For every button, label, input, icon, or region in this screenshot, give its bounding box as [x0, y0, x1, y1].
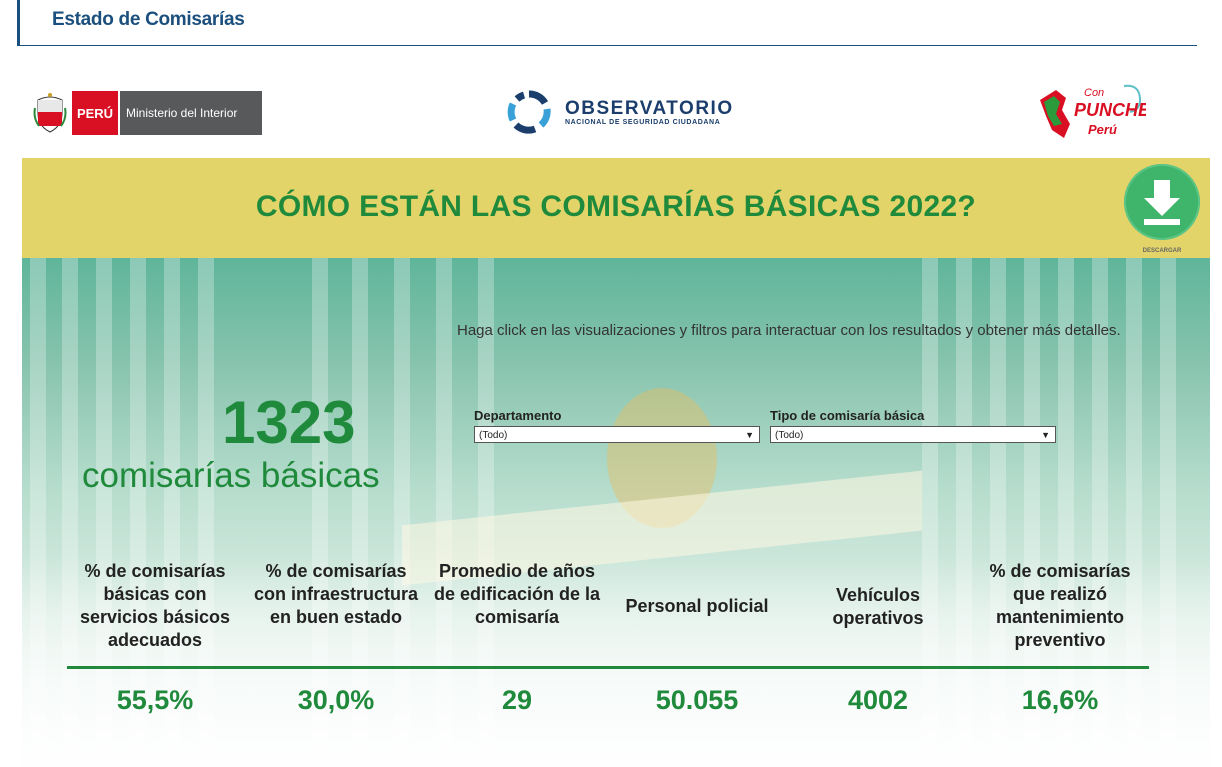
punche-peru-text: Perú: [1088, 122, 1117, 137]
filter-tipo-comisaria: Tipo de comisaría básica (Todo) ▼: [770, 408, 1056, 443]
kpi-label-mantenimiento: % de comisarías que realizó mantenimient…: [989, 561, 1131, 650]
download-label: DESCARGAR: [1142, 248, 1182, 254]
kpi-label-servicios: % de comisarías básicas con servicios bá…: [79, 561, 231, 650]
punche-main-text: PUNCHE: [1074, 100, 1146, 120]
kpi-label-antiguedad: Promedio de años de edificación de la co…: [433, 561, 601, 627]
kpi-value-infraestructura[interactable]: 30,0%: [297, 685, 375, 715]
ministerio-logo: PERÚ Ministerio del Interior: [33, 90, 262, 136]
dashboard-banner: CÓMO ESTÁN LAS COMISARÍAS BÁSICAS 2022? …: [22, 158, 1210, 258]
filter-departamento-select[interactable]: (Todo) ▼: [474, 426, 760, 443]
kpi-label-personal: Personal policial: [625, 596, 769, 616]
dashboard: CÓMO ESTÁN LAS COMISARÍAS BÁSICAS 2022? …: [22, 158, 1210, 767]
page-header: Estado de Comisarías: [17, 0, 1197, 46]
kpi-label-infraestructura: % de comisarías con infraestructura en b…: [253, 561, 419, 627]
kpi-value-antiguedad[interactable]: 29: [501, 685, 533, 715]
download-button[interactable]: DESCARGAR: [1122, 164, 1202, 254]
punche-con-text: Con: [1084, 87, 1104, 99]
kpi-value-personal[interactable]: 50.055: [655, 685, 739, 715]
download-icon[interactable]: [1124, 164, 1200, 240]
observatorio-title: OBSERVATORIO: [565, 97, 734, 119]
page-title: Estado de Comisarías: [52, 9, 245, 30]
filter-tipo-comisaria-select[interactable]: (Todo) ▼: [770, 426, 1056, 443]
total-comisarias-label: comisarías básicas: [82, 456, 380, 495]
dashboard-background: [22, 258, 1210, 767]
kpi-value-servicios[interactable]: 55,5%: [116, 685, 194, 715]
observatorio-ring-icon: [507, 90, 551, 134]
background-fade: [22, 558, 1210, 767]
dropdown-arrow-icon[interactable]: ▼: [745, 430, 754, 440]
dropdown-arrow-icon[interactable]: ▼: [1041, 430, 1050, 440]
kpi-divider: [67, 666, 1149, 669]
observatorio-logo: OBSERVATORIO NACIONAL DE SEGURIDAD CIUDA…: [507, 90, 734, 134]
filter-departamento-value: (Todo): [479, 430, 508, 441]
peru-coat-of-arms-icon: [33, 92, 67, 134]
filter-tipo-comisaria-label: Tipo de comisaría básica: [770, 408, 925, 423]
peru-label: PERÚ: [71, 90, 119, 136]
filter-tipo-comisaria-value: (Todo): [775, 430, 804, 441]
dashboard-title: CÓMO ESTÁN LAS COMISARÍAS BÁSICAS 2022?: [255, 190, 977, 223]
filter-departamento: Departamento (Todo) ▼: [474, 408, 760, 443]
observatorio-subtitle: NACIONAL DE SEGURIDAD CIUDADANA: [565, 118, 721, 126]
ministry-label: Ministerio del Interior: [119, 91, 262, 135]
instructions-text: Haga click en las visualizaciones y filt…: [457, 322, 1121, 339]
filter-departamento-label: Departamento: [474, 408, 562, 423]
kpi-value-vehiculos[interactable]: 4002: [847, 685, 909, 715]
con-punche-peru-logo: Con PUNCHE Perú: [1036, 80, 1151, 144]
kpi-label-vehiculos: Vehículos operativos: [832, 585, 924, 628]
total-comisarias-value[interactable]: 1323: [222, 389, 356, 456]
kpi-value-mantenimiento[interactable]: 16,6%: [1021, 685, 1099, 715]
